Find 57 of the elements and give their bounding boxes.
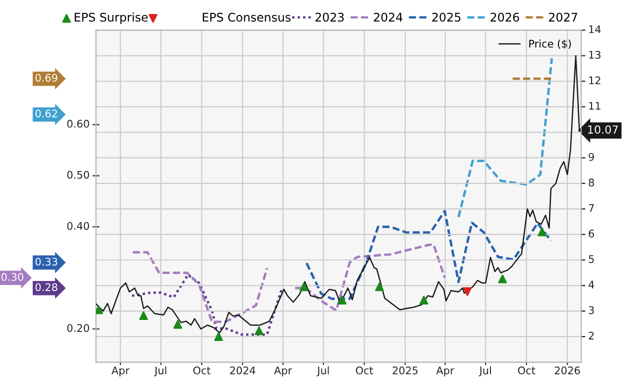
y-tick-label: 0.40 [67,222,90,230]
y2-tick-label: 11 [589,102,600,110]
legend-label: 2023 [315,12,344,22]
text: 0.62 [35,110,57,118]
y-tick-label: 0.20 [67,324,90,332]
x-tick-label: Oct [193,366,210,374]
x-tick-label: 2026 [554,366,580,374]
y-tick-label: 0.60 [67,120,90,128]
legend-label: 2026 [490,12,520,22]
y-tick-label: 0.50 [67,170,90,179]
y2-tick-label: 6 [588,230,594,238]
x-tick-label: Apr [112,366,130,376]
line-series [130,274,283,336]
y2-tick-label: 5 [588,255,594,264]
point [173,320,182,329]
legend-label: 2025 [432,12,460,22]
point [338,296,346,304]
y2-tick-label: 3 [588,306,594,314]
x-tick-label: Jul [478,366,491,376]
x-tick-label: Oct [356,366,374,374]
point [419,296,428,304]
point [375,282,384,292]
point [139,311,148,320]
point [498,274,507,284]
y2-tick-label: 9 [588,152,594,161]
text: 0.28 [35,283,58,292]
point [96,305,104,314]
text: 0.30 [1,273,24,281]
x-tick-label: Apr [274,366,292,376]
point [300,282,308,292]
legend-label: EPS Surprise [74,12,148,24]
y2-tick-label: 8 [588,178,594,186]
x-tick-label: Jul [316,366,329,376]
y2-tick-label: 12 [589,76,600,84]
point [254,326,264,336]
y2-tick-label: 13 [589,50,600,59]
x-tick-label: Jul [154,366,166,376]
text: 0.33 [35,258,58,266]
text: 10.07 [588,125,618,134]
point [463,287,472,296]
x-tick-label: Apr [436,366,454,376]
text: 0.69 [35,74,58,82]
legend-title: EPS Consensus [202,12,291,22]
x-tick-label: Oct [518,366,536,374]
y2-tick-label: 7 [588,204,594,212]
line-series [305,210,552,300]
x-tick-label: 2024 [230,366,256,374]
x-tick-label: 2025 [392,366,418,374]
legend-label: 2024 [374,12,402,22]
point [214,332,223,341]
y2-tick-label: 4 [588,280,594,288]
point [538,228,546,236]
y2-tick-label: 2 [588,332,594,340]
legend-label: 2027 [548,12,578,22]
line-series [457,57,553,218]
y2-tick-label: 14 [589,25,601,34]
legend-label: Price ($) [529,40,571,49]
